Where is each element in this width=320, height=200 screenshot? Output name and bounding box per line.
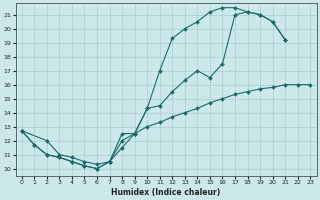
- X-axis label: Humidex (Indice chaleur): Humidex (Indice chaleur): [111, 188, 221, 197]
